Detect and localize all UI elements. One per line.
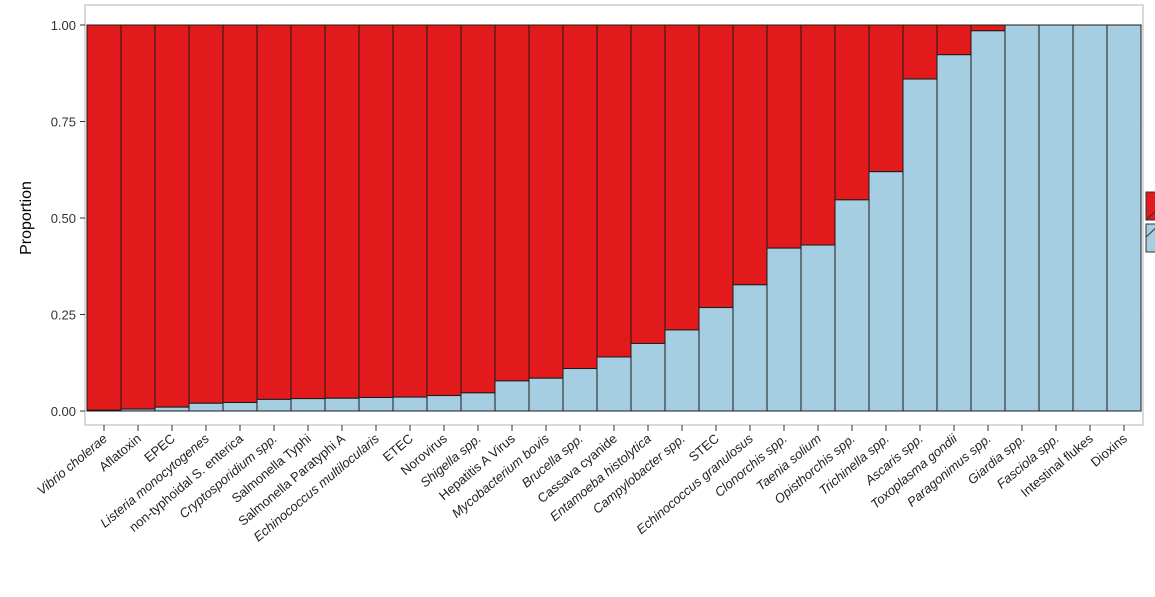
legend: [1145, 191, 1155, 253]
bar-segment-red: [630, 24, 666, 344]
bar-segment-blue: [324, 397, 360, 412]
bar-segment-red: [188, 24, 224, 404]
legend-key-red-slash: [1145, 210, 1155, 221]
bar-segment-blue: [596, 356, 632, 412]
bar-segment-blue: [188, 402, 224, 412]
bar-segment-blue: [562, 368, 598, 412]
bar-segment-red: [392, 24, 428, 398]
bar-segment-blue: [868, 171, 904, 412]
bar-segment-blue: [392, 396, 428, 412]
bar-segment-blue: [528, 377, 564, 412]
bar-segment-blue: [800, 244, 836, 412]
bar-segment-red: [868, 24, 904, 173]
bar-segment-red: [970, 24, 1006, 32]
x-tick-label: Dioxins: [1088, 430, 1131, 469]
bar-segment-blue: [1106, 24, 1142, 412]
bar-segment-red: [324, 24, 360, 399]
bar-segment-blue: [1072, 24, 1108, 412]
bar-segment-red: [120, 24, 156, 410]
bar-segment-red: [834, 24, 870, 201]
bar-segment-blue: [902, 78, 938, 412]
bar-segment-blue: [358, 396, 394, 412]
bar-segment-red: [562, 24, 598, 370]
bar-segment-blue: [86, 409, 122, 412]
bar-segment-red: [494, 24, 530, 382]
legend-key-blue: [1145, 223, 1155, 253]
bar-segment-blue: [154, 406, 190, 412]
y-axis: 0.00 0.25 0.50 0.75 1.00: [51, 18, 85, 419]
bar-segment-blue: [494, 380, 530, 412]
bar-segment-red: [902, 24, 938, 80]
y-tick-label: 1.00: [51, 18, 76, 33]
legend-key-red: [1145, 191, 1155, 221]
y-tick-label: 0.00: [51, 404, 76, 419]
bar-segment-blue: [460, 392, 496, 412]
bar-segment-red: [358, 24, 394, 398]
bar-segment-blue: [222, 402, 258, 412]
bar-segment-red: [460, 24, 496, 394]
bar-segment-red: [698, 24, 734, 309]
bar-segment-blue: [698, 307, 734, 412]
bar-segment-red: [766, 24, 802, 249]
bar-segment-blue: [664, 329, 700, 412]
bar-segment-blue: [426, 395, 462, 412]
y-tick-label: 0.75: [51, 115, 76, 130]
bar-segment-blue: [1004, 24, 1040, 412]
bar-segment-blue: [936, 54, 972, 412]
bar-segment-red: [732, 24, 768, 286]
bar-segment-red: [528, 24, 564, 379]
bar-segment-blue: [766, 247, 802, 412]
bar-segment-blue: [970, 30, 1006, 412]
bar-segment-red: [664, 24, 700, 331]
bar-segment-red: [86, 24, 122, 411]
bar-segment-blue: [256, 398, 292, 412]
y-tick-label: 0.25: [51, 308, 76, 323]
bar-segment-blue: [732, 284, 768, 412]
bar-segment-blue: [834, 199, 870, 412]
bar-segment-blue: [630, 342, 666, 412]
y-axis-title: Proportion: [18, 181, 35, 255]
legend-key-blue-slash: [1145, 227, 1155, 238]
bar-segment-red: [222, 24, 258, 404]
bar-segment-red: [426, 24, 462, 397]
bar-segment-blue: [120, 408, 156, 412]
bar-segment-red: [154, 24, 190, 408]
bar-segment-red: [596, 24, 632, 358]
bar-segment-red: [800, 24, 836, 246]
bar-segment-red: [936, 24, 972, 56]
bars-group: [86, 24, 1142, 412]
bar-segment-blue: [1038, 24, 1074, 412]
bar-segment-red: [256, 24, 292, 400]
bar-segment-red: [290, 24, 326, 400]
bar-segment-blue: [290, 398, 326, 412]
y-tick-label: 0.50: [51, 211, 76, 226]
